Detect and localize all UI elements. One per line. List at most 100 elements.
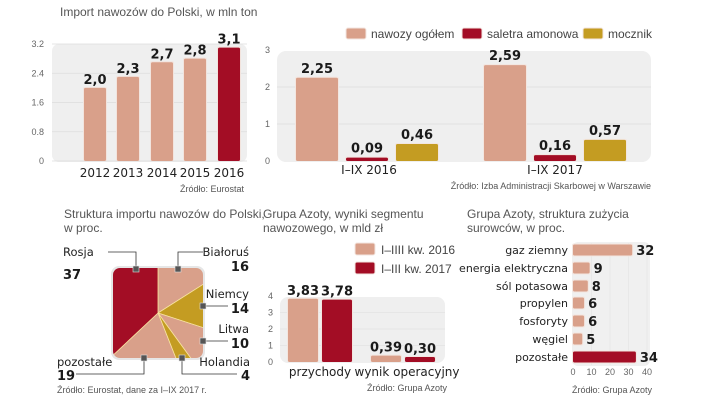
- bar-value-label: 0,39: [370, 341, 402, 356]
- bar-nawozy-ogółem: [484, 65, 526, 161]
- callout-marker: [199, 302, 207, 310]
- chart-azoty-segment-legend: I–IIII kw. 2016 I–III kw. 2017: [354, 242, 455, 276]
- pie-value: 10: [231, 337, 249, 352]
- chart-azoty-raw-materials-title: Grupa Azoty, struktura zużycia: [467, 207, 629, 221]
- pie-slice-litwa: [156, 312, 203, 358]
- pie-value: 16: [231, 260, 249, 275]
- chart-azoty-raw-materials: Grupa Azoty, struktura zużycia surowców,…: [459, 207, 658, 395]
- x-tick-label: wynik operacyjny: [355, 365, 460, 379]
- legend-swatch: [354, 261, 376, 275]
- y-category-label: pozostałe: [515, 351, 568, 364]
- bar-value-label: 0,30: [404, 342, 436, 357]
- bar-mocznik: [584, 139, 626, 161]
- pie-label: Litwa: [218, 322, 249, 336]
- bar-mocznik: [396, 143, 438, 161]
- chart-imports: Import nawozów do Polski, w mln ton 0 0.8…: [31, 5, 257, 194]
- legend-label: saletra amonowa: [487, 27, 579, 41]
- chart-azoty-raw-materials-source: Źródło: Grupa Azoty: [572, 385, 653, 395]
- bar-value-label: 2,8: [183, 44, 206, 59]
- y-tick-label: 1: [265, 119, 270, 129]
- bar-2016: [218, 47, 240, 161]
- bar-value-label: 34: [640, 351, 658, 366]
- x-tick-label: 2016: [214, 166, 245, 180]
- y-tick-label: 0: [39, 156, 44, 166]
- x-tick-label: 40: [642, 367, 652, 377]
- y-category-label: sól potasowa: [496, 280, 568, 293]
- bar-wynik-operacyjny: [405, 357, 435, 362]
- bar-pozostałe: [573, 351, 636, 363]
- chart-azoty-segment-title-line2: nawozowego, w mld zł: [263, 221, 383, 235]
- chart-azoty-segment-bars: 3,83 3,78 przychody 0,39 0,30 wynik operacyjn…: [287, 284, 460, 379]
- bar-value-label: 3,78: [321, 285, 353, 300]
- y-tick-label: 1.6: [31, 98, 44, 108]
- y-tick-label: 2: [268, 324, 273, 334]
- bar-sól-potasowa: [573, 280, 588, 292]
- bar-przychody: [322, 299, 352, 362]
- x-tick-label: I–IX 2016: [341, 163, 397, 177]
- legend-label: nawozy ogółem: [371, 27, 454, 41]
- bar-value-label: 2,25: [301, 62, 333, 77]
- x-tick-label: 2014: [147, 166, 178, 180]
- chart-azoty-raw-materials-bars: gaz ziemny 32 energia elektryczna 9 sól pota…: [459, 243, 658, 366]
- callout-marker: [132, 265, 140, 273]
- bar-2015: [184, 58, 206, 161]
- chart-imports-by-type-grid: 0 1 2 3: [265, 45, 651, 166]
- bar-2014: [151, 62, 173, 161]
- legend-swatch: [582, 27, 604, 40]
- y-category-label: fosforyty: [519, 315, 568, 328]
- pie-value: 37: [63, 268, 81, 283]
- y-category-label: gaz ziemny: [505, 244, 568, 257]
- x-tick-label: 0: [570, 367, 575, 377]
- x-tick-label: 30: [623, 367, 633, 377]
- pie-value: 19: [57, 369, 75, 384]
- chart-imports-by-type-plot-bg: [277, 51, 651, 162]
- pie-slice-rosja: [113, 268, 159, 358]
- bar-value-label: 9: [594, 262, 603, 277]
- bar-value-label: 32: [636, 244, 654, 259]
- pie-label: Holandia: [199, 355, 250, 369]
- pie-label: Niemcy: [206, 287, 249, 301]
- pie-label: pozostałe: [57, 355, 112, 369]
- callout-line: [76, 360, 145, 375]
- x-tick-label: 20: [605, 367, 615, 377]
- y-tick-label: 0.8: [31, 127, 44, 137]
- bar-2012: [84, 87, 106, 161]
- bar-przychody: [288, 298, 318, 362]
- y-tick-label: 3.2: [31, 39, 44, 49]
- bar-gaz-ziemny: [573, 244, 633, 256]
- pie-label: Białoruś: [203, 245, 249, 259]
- chart-imports-source: Źródło: Eurostat: [180, 184, 245, 194]
- bar-value-label: 6: [588, 315, 597, 330]
- callout-marker: [174, 265, 182, 273]
- y-tick-label: 0: [268, 357, 273, 367]
- y-tick-label: 2: [265, 82, 270, 92]
- chart-imports-by-type: nawozy ogółem saletra amonowa mocznik 0 1 2 3…: [265, 27, 653, 191]
- chart-imports-by-type-bars: 2,25 0,09 0,46 I–IX 2016 2,59 0,16 0,57 I–IX 20…: [295, 49, 627, 177]
- chart-import-structure-title-line2: w proc.: [63, 221, 103, 235]
- bar-saletra-amonowa: [534, 155, 576, 161]
- chart-imports-bars: 2,0 2012 2,3 2013 2,7 2014 2,8 2015 3,1 2016: [80, 33, 245, 180]
- y-tick-label: 1: [268, 341, 273, 351]
- chart-imports-title: Import nawozów do Polski, w mln ton: [60, 5, 257, 19]
- chart-imports-by-type-legend: nawozy ogółem saletra amonowa mocznik: [345, 27, 653, 41]
- chart-import-structure-title: Struktura importu nawozów do Polski,: [64, 207, 265, 221]
- bar-value-label: 0,46: [401, 128, 433, 143]
- bar-value-label: 0,16: [539, 139, 571, 154]
- callout-line: [181, 360, 237, 375]
- bar-value-label: 0,57: [589, 124, 621, 139]
- legend-label: I–IIII kw. 2016: [381, 243, 455, 257]
- bar-value-label: 2,3: [116, 62, 139, 77]
- legend-swatch: [345, 27, 367, 40]
- x-tick-label: 2013: [113, 166, 144, 180]
- bar-fosforyty: [573, 315, 585, 327]
- bar-value-label: 8: [592, 280, 601, 295]
- x-tick-label: 2015: [180, 166, 211, 180]
- bar-energia-elektryczna: [573, 262, 590, 274]
- bar-value-label: 2,7: [150, 47, 173, 62]
- chart-azoty-segment: Grupa Azoty, wyniki segmentu nawozowego,…: [263, 207, 460, 393]
- bar-value-label: 2,59: [489, 49, 521, 64]
- callout-marker: [140, 354, 148, 362]
- chart-azoty-segment-title: Grupa Azoty, wyniki segmentu: [263, 207, 424, 221]
